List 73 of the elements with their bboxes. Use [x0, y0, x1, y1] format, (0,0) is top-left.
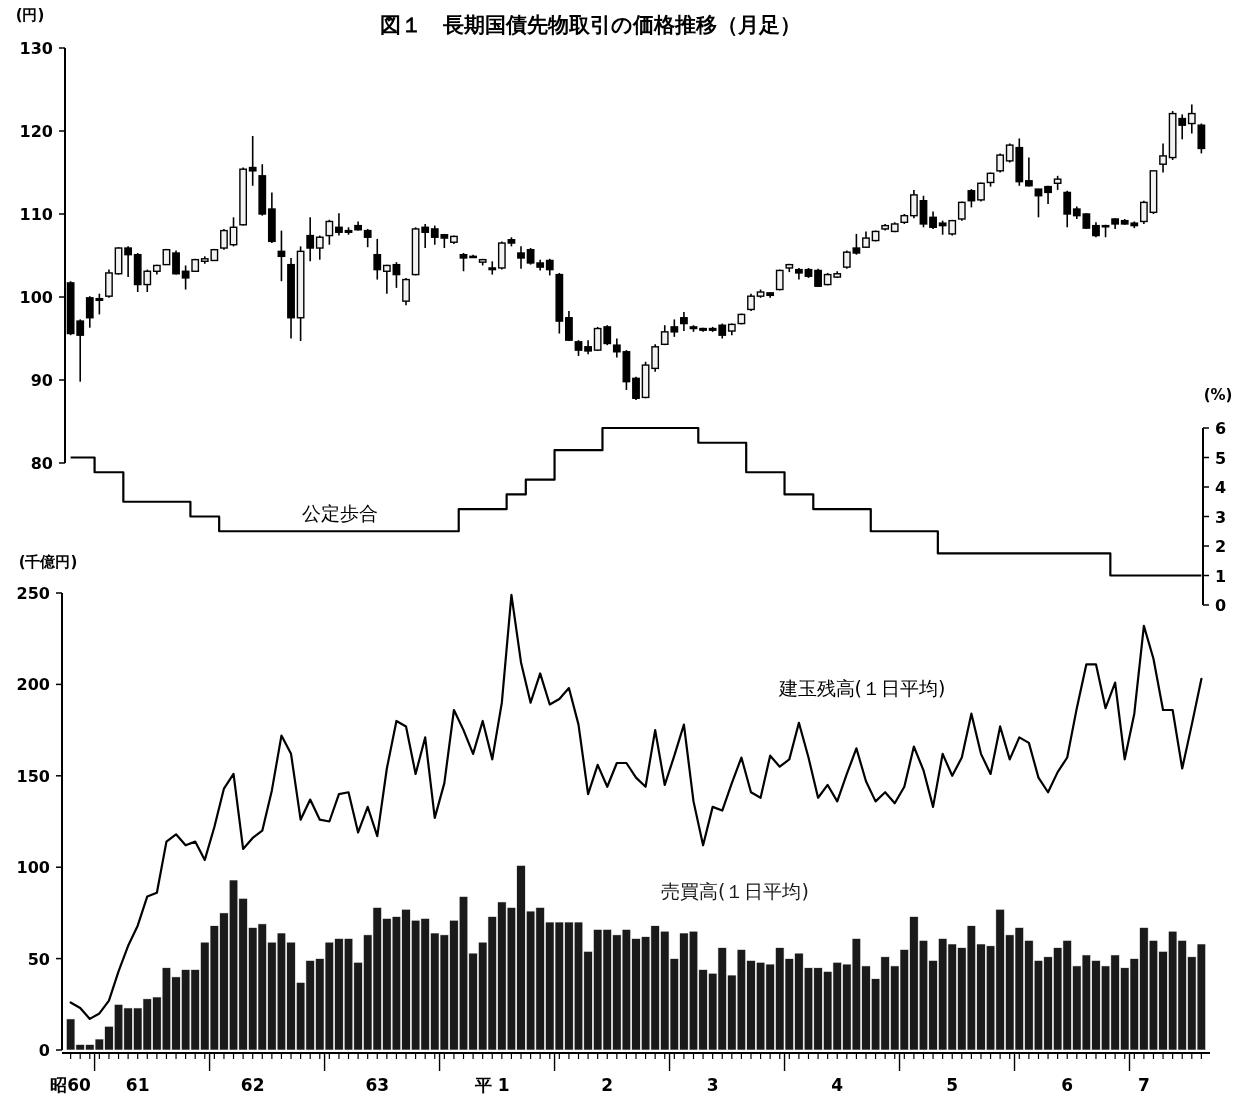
y-tick-label: 3	[1215, 507, 1227, 527]
y-tick-label: 0	[38, 1041, 50, 1060]
y-tick-label: 150	[16, 766, 50, 786]
x-tick-label: 61	[125, 1075, 150, 1095]
y-tick-label: 110	[19, 205, 53, 224]
x-tick-label: 昭60	[50, 1075, 92, 1095]
y-tick-label: 1	[1215, 566, 1227, 586]
candlestick	[315, 234, 324, 261]
y-tick-label: 100	[19, 288, 53, 307]
y-tick-label: 6	[1215, 419, 1227, 438]
chart-title: 図１ 長期国債先物取引の価格推移（月足）	[379, 13, 801, 37]
candlestick	[632, 375, 640, 401]
y-tick-label: 130	[19, 39, 53, 58]
candlestick	[517, 245, 525, 270]
candlestick	[220, 228, 228, 251]
y-tick-label: 2	[1215, 537, 1227, 556]
candlestick	[488, 260, 497, 276]
candlestick	[1034, 188, 1043, 219]
candlestick	[996, 152, 1005, 174]
candlestick	[172, 249, 180, 276]
candlestick	[373, 238, 382, 281]
candlestick	[977, 181, 985, 203]
candlestick	[612, 337, 621, 359]
candlestick	[421, 223, 430, 249]
candlestick	[306, 216, 315, 263]
x-tick-label: 63	[365, 1075, 390, 1095]
candlestick	[1063, 189, 1072, 229]
x-tick-label: 平 1	[473, 1075, 510, 1095]
y-tick-label: 5	[1215, 448, 1227, 468]
candlestick	[680, 311, 688, 332]
y-tick-label: 90	[30, 371, 53, 390]
x-tick-label: 7	[1137, 1075, 1150, 1095]
candlestick	[363, 228, 372, 248]
candlestick	[1159, 142, 1167, 174]
candlestick	[402, 277, 410, 307]
candlestick	[919, 194, 928, 229]
candlestick	[565, 310, 573, 342]
x-tick-label: 2	[601, 1075, 614, 1095]
candlestick	[1197, 122, 1206, 155]
y-tick-label: 4	[1215, 478, 1227, 497]
candlestick	[335, 212, 343, 237]
candlestick	[967, 188, 976, 209]
candlestick	[105, 268, 113, 299]
candlestick	[1024, 156, 1033, 188]
y-tick-label: 200	[16, 675, 50, 695]
x-tick-label: 62	[240, 1075, 265, 1095]
x-tick-label: 6	[1061, 1075, 1074, 1095]
y-axis-title: (%)	[1203, 386, 1233, 404]
candlestick	[124, 245, 133, 278]
y-axis-title: (千億円)	[18, 553, 78, 571]
y-axis-title: (円)	[15, 6, 45, 24]
y-tick-label: 250	[16, 584, 50, 603]
candlestick	[459, 252, 468, 273]
candlestick	[382, 263, 391, 295]
x-tick-label: 5	[946, 1075, 959, 1095]
candlestick	[1187, 103, 1196, 135]
candlestick	[651, 343, 660, 373]
candlestick	[248, 135, 257, 187]
y-tick-label: 50	[27, 949, 50, 969]
series-label: 建玉残高(１日平均)	[777, 677, 946, 699]
series-label: 公定歩合	[302, 502, 378, 524]
y-tick-label: 120	[19, 122, 53, 141]
x-tick-label: 3	[706, 1075, 719, 1095]
x-tick-label: 4	[831, 1075, 844, 1095]
candlestick	[325, 219, 334, 246]
candlestick	[910, 189, 918, 219]
line-series	[69, 593, 1203, 1021]
y-tick-label: 0	[1215, 596, 1227, 615]
candlestick	[852, 233, 861, 256]
y-tick-label: 80	[30, 454, 53, 473]
y-tick-label: 100	[16, 858, 50, 878]
candlestick	[1139, 199, 1148, 225]
series-label: 売買高(１日平均)	[661, 880, 809, 902]
